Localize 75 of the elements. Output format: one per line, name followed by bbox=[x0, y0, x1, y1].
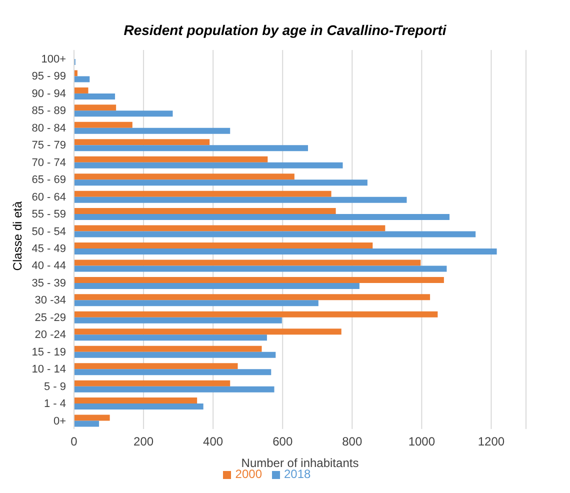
bar bbox=[74, 260, 421, 266]
x-tick-label: 0 bbox=[70, 434, 78, 449]
bar bbox=[74, 266, 447, 272]
bar bbox=[74, 76, 90, 82]
bar bbox=[74, 398, 198, 404]
bar bbox=[74, 276, 444, 283]
y-tick-label: 1 - 4 bbox=[44, 398, 66, 410]
bar bbox=[74, 242, 373, 248]
bar bbox=[74, 122, 132, 128]
bar bbox=[74, 104, 116, 111]
y-tick-label: 15 - 19 bbox=[32, 346, 66, 358]
bar bbox=[74, 346, 262, 352]
x-tick-label: 1200 bbox=[478, 434, 505, 449]
bar bbox=[74, 93, 116, 100]
y-tick-label: 0+ bbox=[53, 415, 66, 428]
bar bbox=[74, 225, 386, 232]
y-tick-label: 45 - 49 bbox=[32, 243, 66, 256]
y-tick-label: 85 - 89 bbox=[32, 105, 66, 118]
bar bbox=[74, 162, 343, 168]
bar bbox=[74, 190, 332, 197]
y-tick-label: 20 -24 bbox=[34, 329, 66, 342]
bar bbox=[74, 334, 267, 341]
bar bbox=[74, 352, 276, 358]
y-tick-label: 95 - 99 bbox=[32, 70, 66, 83]
bar bbox=[74, 214, 450, 220]
bar bbox=[74, 128, 230, 134]
y-tick-label: 35 - 39 bbox=[32, 277, 66, 290]
bar bbox=[74, 386, 274, 392]
bar bbox=[74, 420, 100, 427]
x-tick-label: 1000 bbox=[408, 434, 436, 449]
bar bbox=[74, 317, 282, 324]
y-tick-label: 75 - 79 bbox=[32, 140, 66, 152]
x-tick-label: 200 bbox=[134, 434, 154, 449]
y-tick-label: 60 - 64 bbox=[32, 191, 66, 204]
x-tick-label: 600 bbox=[272, 434, 293, 449]
y-tick-label: 30 -34 bbox=[34, 294, 66, 307]
bar bbox=[74, 231, 476, 238]
y-axis-title: Classe di età bbox=[11, 201, 25, 271]
y-tick-label: 55 - 59 bbox=[32, 208, 66, 221]
bar bbox=[74, 180, 368, 186]
x-tick-label: 400 bbox=[203, 434, 224, 449]
y-tick-label: 40 - 44 bbox=[32, 260, 66, 272]
bar bbox=[74, 174, 294, 180]
bar bbox=[74, 156, 268, 162]
y-tick-label: 90 - 94 bbox=[32, 88, 66, 100]
y-tick-label: 25 -29 bbox=[34, 312, 66, 324]
bar bbox=[74, 139, 210, 146]
bar bbox=[74, 363, 238, 370]
bar bbox=[74, 404, 204, 410]
bar bbox=[74, 248, 497, 254]
x-tick-label: 800 bbox=[342, 434, 362, 449]
bar bbox=[74, 414, 110, 421]
bar bbox=[74, 294, 430, 300]
bar bbox=[74, 300, 318, 306]
y-tick-label: 50 - 54 bbox=[32, 226, 66, 238]
y-tick-label: 70 - 74 bbox=[32, 156, 66, 169]
bar bbox=[74, 110, 173, 117]
bar bbox=[74, 369, 272, 376]
bar bbox=[74, 145, 308, 152]
y-tick-label: 10 - 14 bbox=[32, 364, 66, 376]
y-tick-label: 100+ bbox=[41, 54, 66, 66]
bar bbox=[74, 87, 88, 94]
y-tick-label: 5 - 9 bbox=[44, 380, 66, 393]
legend-label: 2018 bbox=[284, 467, 311, 481]
bar bbox=[74, 311, 438, 318]
chart-title: Resident population by age in Cavallino-Treporti bbox=[122, 21, 448, 40]
bar bbox=[74, 282, 360, 289]
bar bbox=[74, 196, 407, 203]
y-tick-label: 65 - 69 bbox=[32, 174, 66, 186]
bar bbox=[74, 328, 342, 335]
x-axis-title: Number of inhabitants bbox=[241, 456, 359, 470]
bar bbox=[74, 208, 336, 214]
bar bbox=[74, 380, 230, 386]
y-tick-label: 80 - 84 bbox=[32, 122, 66, 134]
legend-label: 2000 bbox=[235, 467, 262, 481]
